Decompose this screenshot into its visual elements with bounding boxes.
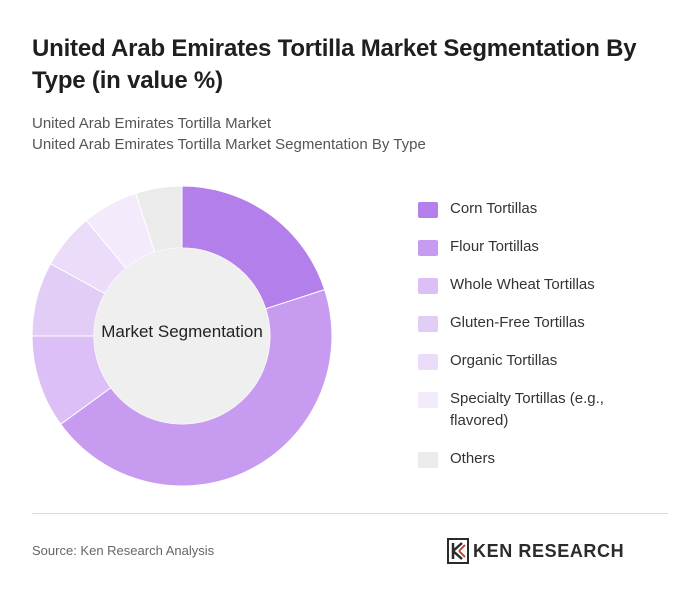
legend-swatch (418, 278, 438, 294)
footer-divider (32, 513, 668, 514)
ken-research-logo: KEN RESEARCH (447, 537, 624, 565)
legend-item[interactable]: Specialty Tortillas (e.g., flavored) (418, 388, 618, 432)
legend-swatch (418, 202, 438, 218)
donut-center (94, 248, 270, 424)
legend-swatch (418, 452, 438, 468)
legend-swatch (418, 316, 438, 332)
source-text: Source: Ken Research Analysis (32, 543, 215, 558)
ken-logo-icon (447, 538, 469, 564)
center-label: Market Segmentation (101, 322, 263, 341)
legend-item[interactable]: Flour Tortillas (418, 236, 618, 258)
chart-subtitle: United Arab Emirates Tortilla Market Uni… (32, 113, 426, 155)
chart-title: United Arab Emirates Tortilla Market Seg… (32, 35, 637, 94)
legend-label: Specialty Tortillas (e.g., flavored) (450, 390, 604, 429)
subtitle-line-2: United Arab Emirates Tortilla Market Seg… (32, 136, 426, 153)
legend-label: Gluten-Free Tortillas (450, 314, 585, 331)
donut-svg (31, 185, 333, 487)
legend-item[interactable]: Organic Tortillas (418, 350, 618, 372)
legend-swatch (418, 354, 438, 370)
legend-label: Whole Wheat Tortillas (450, 276, 595, 293)
legend-item[interactable]: Corn Tortillas (418, 198, 618, 220)
legend-item[interactable]: Whole Wheat Tortillas (418, 274, 618, 296)
legend-swatch (418, 392, 438, 408)
logo-text: KEN RESEARCH (473, 540, 625, 561)
donut-chart: Market Segmentation (0, 170, 370, 500)
legend-item[interactable]: Others (418, 448, 618, 470)
legend-label: Organic Tortillas (450, 352, 558, 369)
subtitle-line-1: United Arab Emirates Tortilla Market (32, 115, 271, 132)
legend-swatch (418, 240, 438, 256)
legend-label: Corn Tortillas (450, 200, 538, 217)
legend-label: Others (450, 450, 496, 467)
legend-item[interactable]: Gluten-Free Tortillas (418, 312, 618, 334)
legend-label: Flour Tortillas (450, 238, 539, 255)
